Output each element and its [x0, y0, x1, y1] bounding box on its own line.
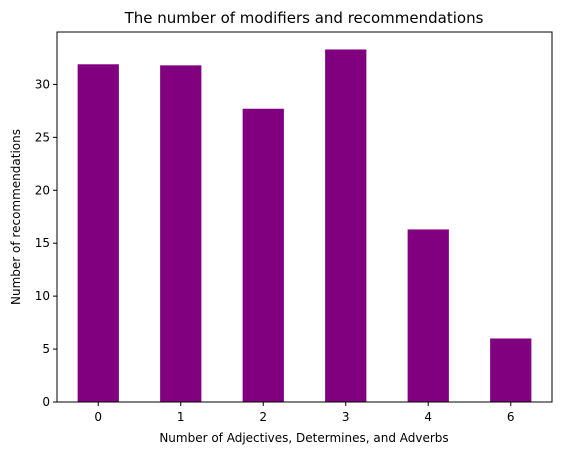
y-tick-label-30: 30 [35, 77, 50, 91]
bar-0 [77, 64, 119, 402]
ticks-layer: 0 1 2 3 4 6 0 5 10 15 20 25 30 [35, 77, 515, 424]
x-tick-label-2: 2 [259, 410, 267, 424]
bars-layer [77, 49, 532, 402]
x-tick-label-3: 3 [342, 410, 350, 424]
y-tick-label-25: 25 [35, 130, 50, 144]
x-tick-label-6: 6 [507, 410, 515, 424]
bar-4 [407, 229, 449, 402]
x-tick-label-1: 1 [177, 410, 185, 424]
bar-6 [490, 338, 532, 402]
plot-frame [56, 31, 553, 403]
y-tick-label-10: 10 [35, 289, 50, 303]
y-tick-label-20: 20 [35, 183, 50, 197]
y-tick-label-0: 0 [42, 395, 50, 409]
y-tick-label-5: 5 [42, 342, 50, 356]
bar-3 [325, 49, 367, 402]
chart-title: The number of modifiers and recommendati… [124, 9, 484, 27]
x-tick-label-0: 0 [94, 410, 102, 424]
bar-1 [160, 65, 202, 402]
y-tick-label-15: 15 [35, 236, 50, 250]
x-tick-label-4: 4 [424, 410, 432, 424]
x-axis-label: Number of Adjectives, Determines, and Ad… [159, 431, 448, 445]
y-axis-label: Number of recommendations [9, 129, 23, 305]
bar-2 [242, 108, 284, 402]
